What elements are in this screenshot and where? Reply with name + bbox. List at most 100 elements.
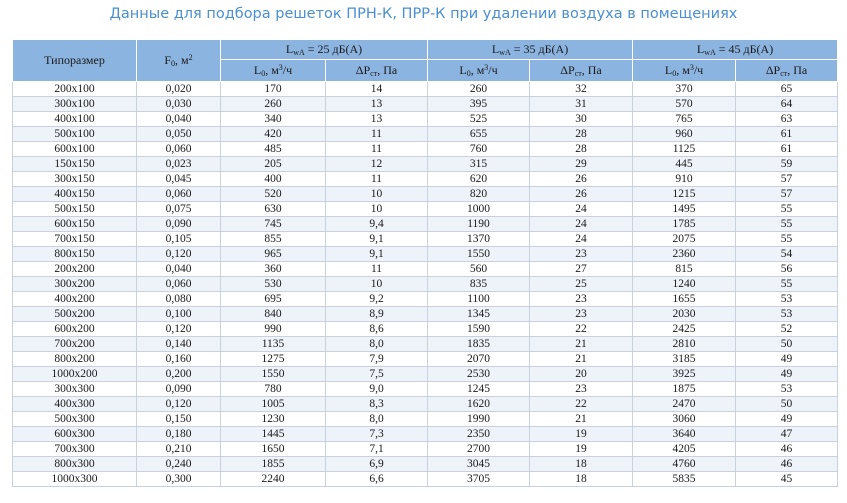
table-row: 200х200 0,040 360 11 560 27 815 56 xyxy=(12,261,839,277)
table-cell: 55 xyxy=(735,231,839,247)
table-cell: 64 xyxy=(735,96,839,112)
table-cell: 0,240 xyxy=(136,456,221,472)
table-row: 400х300 0,120 1005 8,3 1620 22 2470 50 xyxy=(12,396,839,412)
header-group-25: LwA = 25 дБ(А) xyxy=(219,39,429,60)
table-cell: 700х300 xyxy=(12,441,137,457)
header-flow: L0, м3/ч xyxy=(632,59,737,82)
table-cell: 3060 xyxy=(632,411,737,427)
table-cell: 600х200 xyxy=(12,321,137,337)
table-cell: 61 xyxy=(735,141,839,157)
table-cell: 9,0 xyxy=(324,381,429,397)
table-cell: 23 xyxy=(529,291,634,307)
table-cell: 65 xyxy=(735,81,839,97)
table-cell: 7,5 xyxy=(324,366,429,382)
table-cell: 700х200 xyxy=(12,336,137,352)
table-cell: 53 xyxy=(735,291,839,307)
table-cell: 55 xyxy=(735,276,839,292)
table-cell: 835 xyxy=(427,276,531,292)
table-cell: 23 xyxy=(529,381,634,397)
table-cell: 7,9 xyxy=(324,351,429,367)
table-cell: 360 xyxy=(220,261,326,277)
table-cell: 2470 xyxy=(632,396,737,412)
table-cell: 910 xyxy=(632,171,737,187)
table-cell: 2350 xyxy=(427,426,531,442)
table-cell: 1005 xyxy=(220,396,326,412)
table-cell: 6,9 xyxy=(324,456,429,472)
selection-table: Типоразмер F0, м2 LwA = 25 дБ(А) LwA = 3… xyxy=(12,39,839,487)
table-row: 600х300 0,180 1445 7,3 2350 19 3640 47 xyxy=(12,426,839,442)
table-cell: 3640 xyxy=(632,426,737,442)
table-cell: 1990 xyxy=(427,411,531,427)
table-cell: 0,060 xyxy=(136,141,221,157)
table-cell: 0,210 xyxy=(136,441,221,457)
table-cell: 1650 xyxy=(220,441,326,457)
table-cell: 57 xyxy=(735,186,839,202)
table-row: 800х200 0,160 1275 7,9 2070 21 3185 49 xyxy=(12,351,839,367)
table-cell: 18 xyxy=(529,456,634,472)
table-cell: 0,090 xyxy=(136,216,221,232)
table-cell: 49 xyxy=(735,411,839,427)
table-cell: 49 xyxy=(735,366,839,382)
table-cell: 27 xyxy=(529,261,634,277)
table-cell: 52 xyxy=(735,321,839,337)
table-cell: 63 xyxy=(735,111,839,127)
table-cell: 59 xyxy=(735,156,839,172)
table-cell: 1445 xyxy=(220,426,326,442)
table-row: 200х100 0,020 170 14 260 32 370 65 xyxy=(12,81,839,97)
table-cell: 1855 xyxy=(220,456,326,472)
table-cell: 0,040 xyxy=(136,261,221,277)
table-row: 500х300 0,150 1230 8,0 1990 21 3060 49 xyxy=(12,411,839,427)
table-cell: 965 xyxy=(220,246,326,262)
table-row: 300х300 0,090 780 9,0 1245 23 1875 53 xyxy=(12,381,839,397)
table-cell: 500х150 xyxy=(12,201,137,217)
table-cell: 0,090 xyxy=(136,381,221,397)
table-cell: 0,160 xyxy=(136,351,221,367)
table-cell: 5835 xyxy=(632,471,737,487)
table-cell: 11 xyxy=(324,171,429,187)
table-row: 700х200 0,140 1135 8,0 1835 21 2810 50 xyxy=(12,336,839,352)
table-cell: 28 xyxy=(529,126,634,142)
table-cell: 9,1 xyxy=(324,246,429,262)
table-cell: 0,080 xyxy=(136,291,221,307)
table-cell: 9,1 xyxy=(324,231,429,247)
table-cell: 150х150 xyxy=(12,156,137,172)
table-cell: 0,075 xyxy=(136,201,221,217)
table-row: 300х100 0,030 260 13 395 31 570 64 xyxy=(12,96,839,112)
table-cell: 54 xyxy=(735,246,839,262)
table-cell: 1345 xyxy=(427,306,531,322)
table-cell: 600х150 xyxy=(12,216,137,232)
table-cell: 0,040 xyxy=(136,111,221,127)
table-cell: 0,060 xyxy=(136,186,221,202)
table-cell: 8,3 xyxy=(324,396,429,412)
table-cell: 10 xyxy=(324,201,429,217)
table-cell: 46 xyxy=(735,456,839,472)
header-flow: L0, м3/ч xyxy=(220,59,326,82)
table-cell: 2070 xyxy=(427,351,531,367)
table-cell: 12 xyxy=(324,156,429,172)
table-cell: 30 xyxy=(529,111,634,127)
table-cell: 22 xyxy=(529,321,634,337)
table-cell: 22 xyxy=(529,396,634,412)
table-cell: 1370 xyxy=(427,231,531,247)
table-cell: 2075 xyxy=(632,231,737,247)
table-cell: 20 xyxy=(529,366,634,382)
table-cell: 0,150 xyxy=(136,411,221,427)
table-cell: 1835 xyxy=(427,336,531,352)
table-cell: 485 xyxy=(220,141,326,157)
table-cell: 24 xyxy=(529,231,634,247)
table-cell: 0,060 xyxy=(136,276,221,292)
table-cell: 7,1 xyxy=(324,441,429,457)
table-cell: 26 xyxy=(529,171,634,187)
header-area: F0, м2 xyxy=(136,39,221,82)
table-cell: 300х100 xyxy=(12,96,137,112)
table-cell: 1230 xyxy=(220,411,326,427)
table-cell: 3185 xyxy=(632,351,737,367)
table-cell: 1000х200 xyxy=(12,366,137,382)
table-cell: 400х100 xyxy=(12,111,137,127)
table-cell: 445 xyxy=(632,156,737,172)
table-cell: 1655 xyxy=(632,291,737,307)
table-cell: 0,180 xyxy=(136,426,221,442)
table-cell: 25 xyxy=(529,276,634,292)
table-cell: 21 xyxy=(529,351,634,367)
table-cell: 200х100 xyxy=(12,81,137,97)
